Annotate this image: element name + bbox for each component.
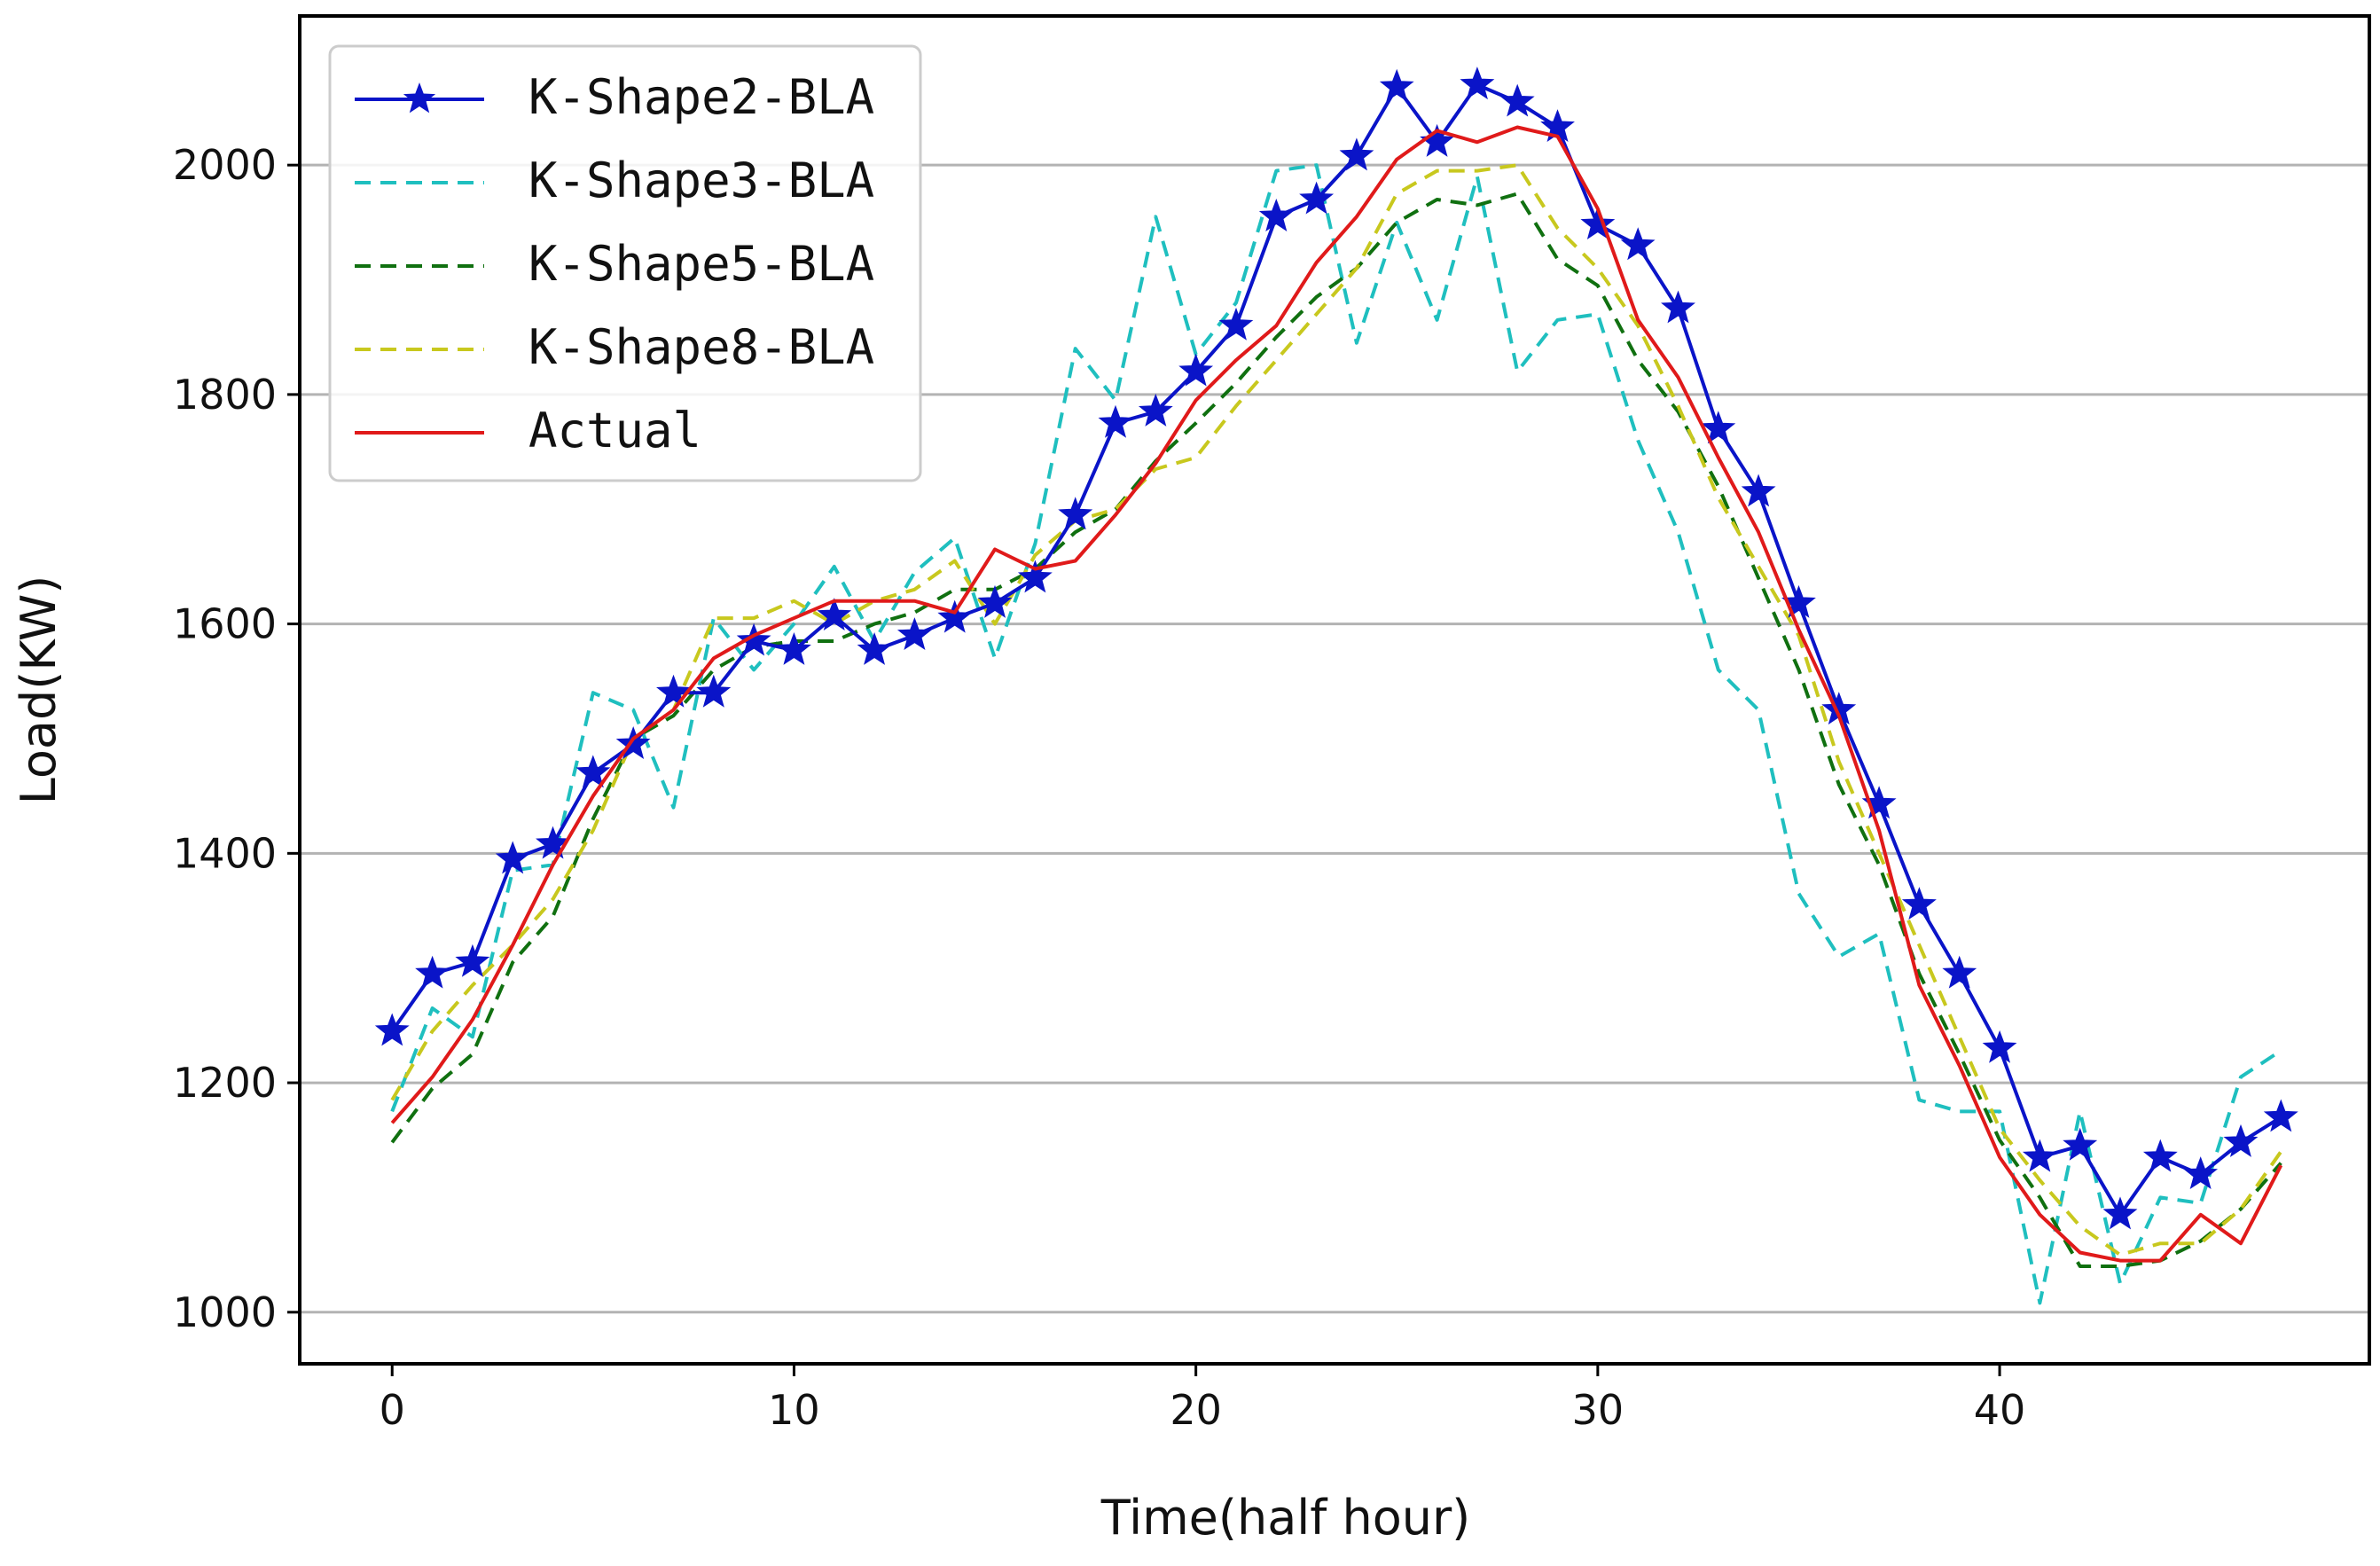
data-point-k-shape2-bla-23 bbox=[1299, 181, 1335, 215]
legend-marker-k-shape2-bla bbox=[403, 82, 436, 114]
x-tick-label-30: 30 bbox=[1572, 1386, 1625, 1434]
data-point-k-shape2-bla-32 bbox=[1661, 290, 1695, 324]
data-point-k-shape2-bla-18 bbox=[1098, 404, 1133, 438]
data-point-k-shape2-bla-4 bbox=[536, 826, 570, 859]
data-point-k-shape2-bla-20 bbox=[1178, 353, 1214, 387]
x-tick-label-10: 10 bbox=[768, 1386, 820, 1434]
x-tick-label-20: 20 bbox=[1170, 1386, 1222, 1434]
data-point-k-shape2-bla-9 bbox=[736, 622, 771, 656]
data-point-k-shape2-bla-13 bbox=[896, 617, 932, 651]
legend: K-Shape2-BLA K-Shape3-BLA K-Shape5-BLA K… bbox=[328, 44, 922, 482]
y-tick-label-1400: 1400 bbox=[173, 829, 277, 877]
data-point-k-shape2-bla-2 bbox=[455, 944, 490, 977]
legend-label-kshape2: K-Shape2-BLA bbox=[528, 69, 874, 125]
x-axis-label: Time(half hour) bbox=[1100, 1490, 1470, 1546]
data-point-k-shape2-bla-46 bbox=[2223, 1124, 2259, 1157]
series-line-actual bbox=[390, 125, 2283, 1263]
data-point-k-shape2-bla-27 bbox=[1460, 67, 1495, 100]
data-point-k-shape2-bla-19 bbox=[1138, 393, 1173, 427]
series-line-k-shape5-bla bbox=[390, 192, 2282, 1268]
data-point-k-shape2-bla-21 bbox=[1218, 307, 1254, 341]
data-point-k-shape2-bla-33 bbox=[1701, 411, 1736, 444]
legend-label-kshape3: K-Shape3-BLA bbox=[528, 153, 874, 208]
data-point-k-shape2-bla-7 bbox=[656, 674, 691, 708]
data-point-k-shape2-bla-45 bbox=[2183, 1156, 2219, 1190]
data-point-k-shape2-bla-14 bbox=[937, 599, 973, 633]
x-tick-label-0: 0 bbox=[380, 1386, 405, 1434]
y-tick-label-1200: 1200 bbox=[173, 1059, 277, 1107]
legend-label-actual: Actual bbox=[528, 403, 701, 458]
y-tick-label-2000: 2000 bbox=[173, 141, 277, 189]
data-point-k-shape2-bla-39 bbox=[1942, 955, 1977, 989]
series-lines bbox=[374, 67, 2298, 1305]
data-point-k-shape2-bla-43 bbox=[2102, 1196, 2138, 1230]
data-point-k-shape2-bla-34 bbox=[1741, 474, 1776, 507]
data-point-k-shape2-bla-26 bbox=[1420, 123, 1454, 157]
grid-lines bbox=[300, 163, 2369, 1314]
y-tick-label-1800: 1800 bbox=[173, 371, 277, 419]
data-point-k-shape2-bla-30 bbox=[1580, 206, 1616, 239]
data-point-k-shape2-bla-15 bbox=[977, 584, 1013, 618]
data-point-k-shape2-bla-16 bbox=[1017, 560, 1053, 593]
data-point-k-shape2-bla-5 bbox=[575, 755, 611, 788]
series-line-k-shape8-bla bbox=[390, 163, 2282, 1257]
data-point-k-shape2-bla-38 bbox=[1901, 887, 1937, 920]
y-tick-label-1600: 1600 bbox=[173, 600, 277, 648]
data-point-k-shape2-bla-12 bbox=[857, 631, 892, 665]
data-point-k-shape2-bla-6 bbox=[615, 725, 651, 759]
legend-keys bbox=[355, 82, 484, 435]
legend-box bbox=[328, 44, 922, 482]
data-point-k-shape2-bla-0 bbox=[374, 1013, 410, 1046]
data-point-k-shape2-bla-24 bbox=[1339, 137, 1374, 171]
data-point-k-shape2-bla-1 bbox=[415, 955, 450, 989]
legend-label-kshape8: K-Shape8-BLA bbox=[528, 319, 874, 375]
x-tick-label-40: 40 bbox=[1974, 1386, 2026, 1434]
data-point-k-shape2-bla-17 bbox=[1058, 497, 1093, 530]
series-line-k-shape3-bla bbox=[390, 163, 2282, 1305]
data-point-k-shape2-bla-29 bbox=[1540, 109, 1575, 143]
y-axis-label: Load(KW) bbox=[11, 576, 67, 805]
data-point-k-shape2-bla-40 bbox=[1982, 1030, 2017, 1063]
data-point-k-shape2-bla-8 bbox=[696, 674, 732, 708]
data-point-k-shape2-bla-47 bbox=[2263, 1099, 2298, 1132]
data-point-k-shape2-bla-41 bbox=[2022, 1139, 2057, 1172]
axis-ticks: 1000 1200 1400 1600 1800 2000 0 10 20 30 40 bbox=[173, 141, 2025, 1434]
y-tick-label-1000: 1000 bbox=[173, 1288, 277, 1336]
data-point-k-shape2-bla-11 bbox=[817, 598, 852, 631]
data-point-k-shape2-bla-44 bbox=[2142, 1139, 2178, 1172]
data-point-k-shape2-bla-10 bbox=[777, 631, 811, 665]
data-point-k-shape2-bla-28 bbox=[1499, 83, 1535, 117]
data-point-k-shape2-bla-3 bbox=[495, 841, 530, 874]
data-point-k-shape2-bla-42 bbox=[2063, 1127, 2098, 1161]
data-point-k-shape2-bla-25 bbox=[1379, 68, 1414, 102]
data-point-k-shape2-bla-31 bbox=[1620, 227, 1656, 261]
data-point-k-shape2-bla-22 bbox=[1258, 198, 1294, 231]
plot-frame bbox=[298, 14, 2371, 1366]
legend-label-kshape5: K-Shape5-BLA bbox=[528, 236, 874, 292]
